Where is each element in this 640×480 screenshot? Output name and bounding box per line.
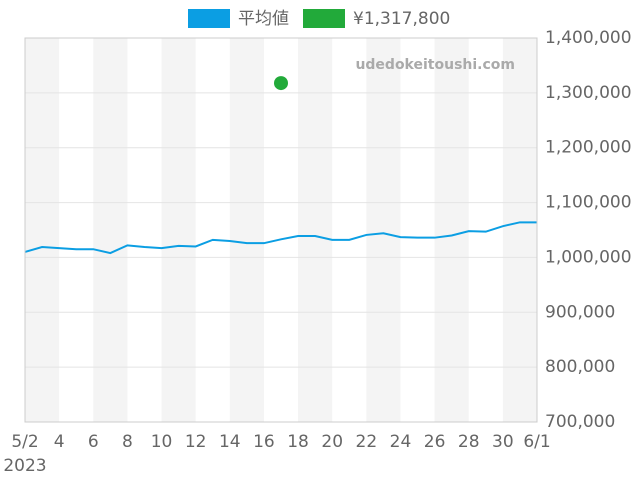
plot-border: [24, 37, 538, 423]
y-tick-label: 800,000: [545, 357, 615, 377]
x-tick-label: 18: [287, 432, 309, 452]
x-tick-label: 6/1: [523, 432, 550, 452]
x-tick-label: 8: [122, 432, 133, 452]
line: [24, 221, 537, 255]
y-tick-label: 1,300,000: [545, 83, 632, 103]
band: [161, 38, 196, 422]
band: [434, 38, 469, 422]
x-tick-label: 4: [54, 432, 65, 452]
x-tick-label: 24: [390, 432, 412, 452]
band: [502, 38, 537, 422]
y-tick-label: 900,000: [545, 302, 615, 322]
x-tick-label: 26: [424, 432, 446, 452]
x-tick-label: 6: [88, 432, 99, 452]
y-tick-label: 1,100,000: [545, 193, 632, 213]
point: [274, 76, 288, 91]
legend-label: 平均値: [238, 9, 289, 29]
x-tick-label: 5/2: [11, 432, 38, 452]
band: [93, 38, 128, 422]
x-sublabel: 2023: [3, 456, 46, 476]
legend-label: ¥1,317,800: [353, 9, 450, 29]
x-tick-label: 16: [253, 432, 275, 452]
y-tick-label: 1,000,000: [545, 247, 632, 267]
y-tick-label: 1,400,000: [545, 28, 632, 48]
watermark: udedokeitoushi.com: [355, 57, 515, 73]
y-tick-label: 700,000: [545, 412, 615, 432]
y-tick-label: 1,200,000: [545, 138, 632, 158]
x-tick-label: 12: [185, 432, 207, 452]
x-tick-label: 20: [321, 432, 343, 452]
legend-swatch: [303, 9, 345, 28]
x-tick-label: 10: [151, 432, 173, 452]
band: [298, 38, 333, 422]
x-tick-label: 30: [492, 432, 514, 452]
x-tick-label: 28: [458, 432, 480, 452]
x-tick-label: 22: [356, 432, 378, 452]
band: [366, 38, 401, 422]
band: [229, 38, 264, 422]
x-tick-label: 14: [219, 432, 241, 452]
band: [25, 38, 60, 422]
legend-swatch: [188, 9, 230, 28]
